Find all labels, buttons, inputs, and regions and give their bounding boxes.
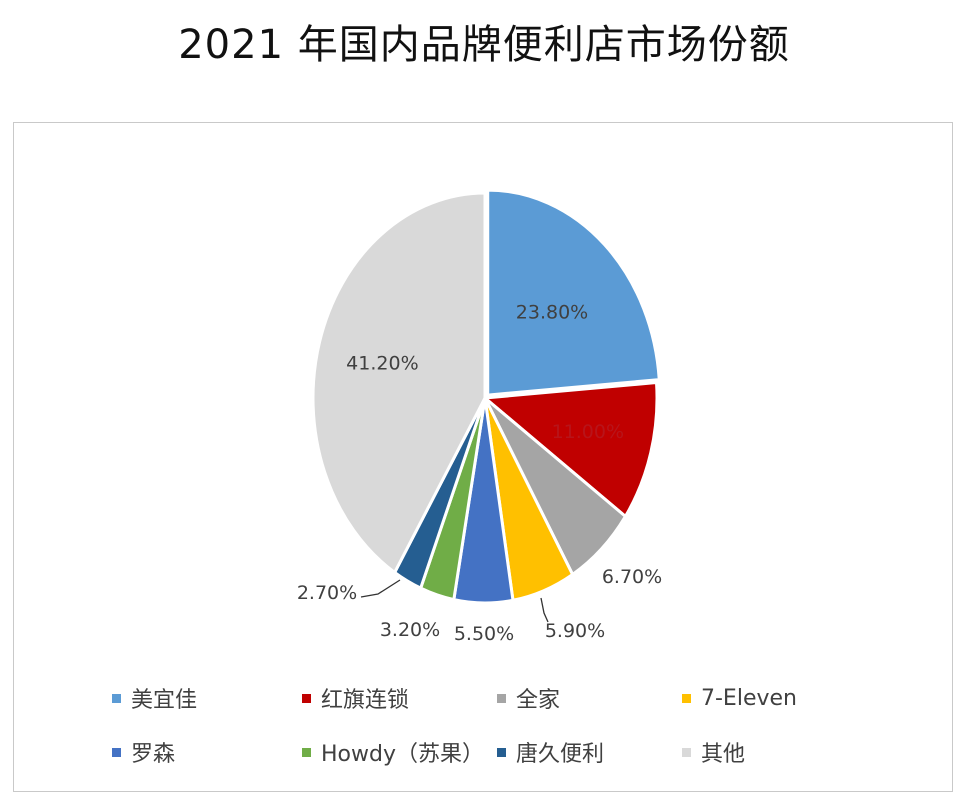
pie-leader-line-6	[360, 579, 401, 598]
pie-data-label-3: 5.90%	[545, 620, 605, 642]
legend-item-2: 全家	[497, 682, 560, 714]
pie-data-labels: 23.80% 11.00% 6.70% 5.90% 5.50% 3.20% 2.70% 41.…	[297, 301, 662, 645]
legend-swatch	[497, 747, 506, 757]
legend-label: 全家	[516, 688, 561, 713]
legend-label: 红旗连锁	[321, 688, 410, 713]
chart-title: 2021 年国内品牌便利店市场份额	[178, 22, 790, 68]
pie-leader-line-3	[540, 597, 549, 623]
pie-data-label-1: 11.00%	[552, 421, 624, 443]
legend-label: 美宜佳	[131, 688, 198, 713]
pie-slice-1	[481, 380, 659, 519]
legend-label: 其他	[701, 742, 746, 767]
pie-data-label-5: 3.20%	[380, 619, 440, 641]
legend-swatch	[497, 693, 506, 703]
pie-data-label-7: 41.20%	[346, 352, 418, 374]
legend-swatch	[112, 693, 121, 703]
legend-swatch	[682, 693, 691, 703]
legend-label: 唐久便利	[516, 742, 605, 767]
pie-slice-7	[311, 191, 487, 575]
legend-item-1: 红旗连锁	[302, 682, 409, 714]
legend-label: 罗森	[131, 742, 176, 767]
legend-item-4: 罗森	[112, 736, 175, 768]
legend-swatch	[302, 693, 311, 703]
pie-slices	[311, 188, 661, 605]
pie-data-label-6: 2.70%	[297, 582, 357, 604]
legend-item-6: 唐久便利	[497, 736, 604, 768]
pie-slice-0	[486, 188, 661, 397]
legend-swatch	[302, 747, 311, 757]
pie-data-label-4: 5.50%	[454, 623, 514, 645]
legend-swatch	[682, 747, 691, 757]
legend-item-0: 美宜佳	[112, 682, 197, 714]
pie-data-label-0: 23.80%	[516, 301, 588, 323]
pie-data-label-2: 6.70%	[602, 566, 662, 588]
pie-leader-lines	[360, 579, 549, 623]
legend-item-7: 其他	[682, 736, 745, 768]
legend-label: Howdy（苏果）	[321, 742, 484, 767]
legend-label: 7-Eleven	[701, 685, 797, 711]
legend-item-5: Howdy（苏果）	[302, 736, 484, 768]
legend-item-3: 7-Eleven	[682, 682, 797, 714]
legend-swatch	[112, 747, 121, 757]
